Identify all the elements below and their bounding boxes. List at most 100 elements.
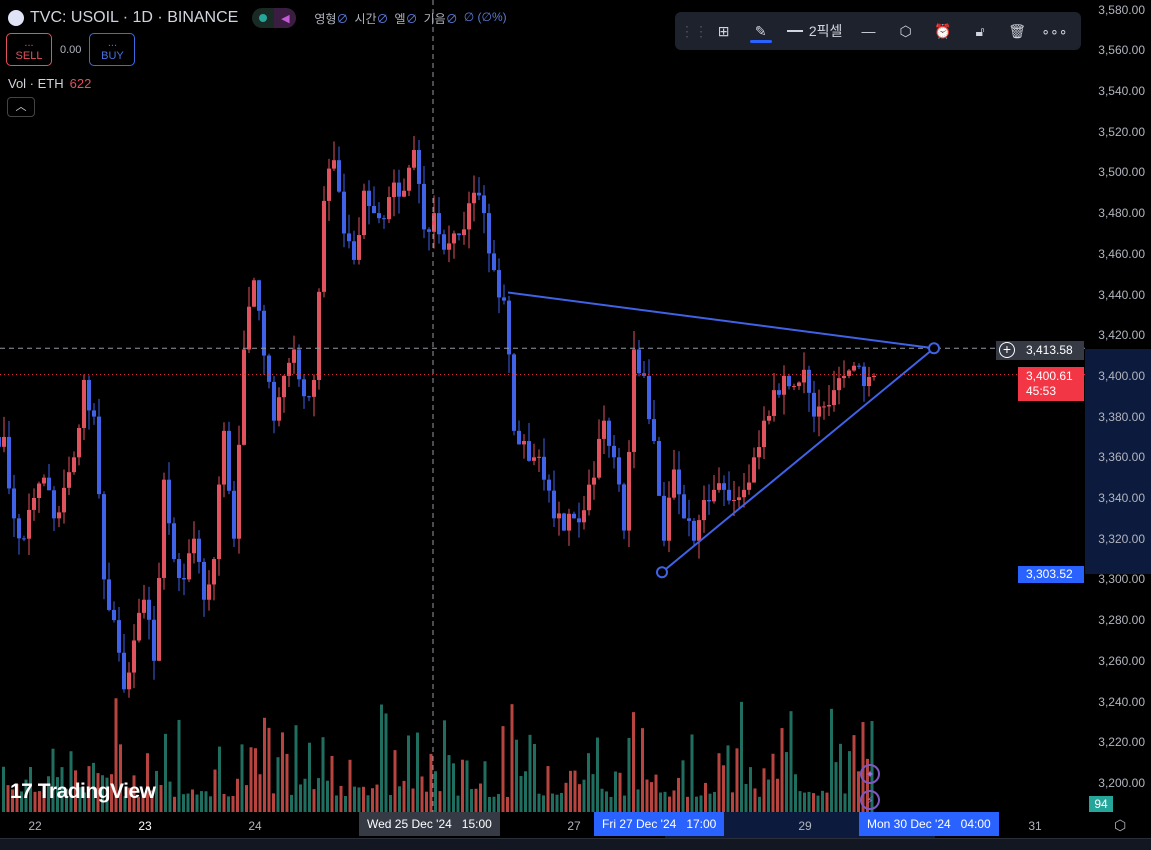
volume-bar	[483, 761, 487, 812]
volume-bar	[762, 768, 766, 812]
volume-bar	[285, 753, 289, 812]
axis-settings-icon[interactable]: ⬡	[1114, 817, 1127, 833]
close-value: ∅	[445, 11, 458, 26]
candle-body	[792, 386, 796, 388]
volume-bar	[677, 777, 680, 812]
candle-body	[7, 436, 11, 489]
price-label: 3,380.00	[1098, 409, 1145, 424]
high-value: ∅	[376, 11, 389, 26]
volume-bar	[33, 791, 37, 812]
time-label: 27	[567, 819, 581, 833]
trash-icon[interactable]: 🗑︎	[1008, 22, 1027, 39]
candle-body	[62, 487, 66, 513]
more-icon[interactable]: ∘∘∘	[1041, 22, 1068, 39]
add-to-layout-icon[interactable]: ⊞	[717, 22, 730, 39]
candle-body	[562, 513, 566, 531]
price-chart[interactable]	[0, 0, 1085, 812]
candle-body	[412, 150, 416, 168]
volume-bar	[191, 789, 194, 812]
volume-bar	[182, 794, 185, 812]
settings-icon[interactable]: ⬡	[899, 22, 912, 39]
candle-body	[612, 445, 616, 458]
candle-body	[22, 538, 26, 540]
candle-body	[357, 235, 361, 260]
candle-body	[217, 484, 221, 560]
low-label: 엘	[394, 11, 406, 26]
line-style-icon[interactable]: —	[861, 23, 876, 39]
lightning-icon[interactable]: ⚡︎	[860, 790, 880, 810]
price-axis[interactable]: 3,580.00 3,560.00 3,540.00 3,520.00 3,500.00…	[1085, 0, 1151, 812]
volume-bar	[245, 785, 248, 812]
volume-bar	[254, 748, 257, 812]
candle-body	[0, 436, 1, 447]
buy-button[interactable]: ... BUY	[89, 33, 136, 66]
time-axis[interactable]: 22 23 24 27 29 31 Wed 25 Dec '24 15:00 F…	[0, 812, 1151, 838]
volume-bar	[74, 770, 77, 812]
volume-bar	[51, 748, 55, 812]
candle-body	[207, 584, 211, 600]
volume-bar	[236, 778, 239, 812]
volume-bar	[798, 791, 802, 812]
volume-bar	[20, 791, 23, 812]
volume-bar	[47, 776, 50, 812]
add-plus-icon[interactable]: +	[999, 342, 1015, 358]
candle-body	[317, 291, 321, 380]
candle-body	[157, 577, 161, 661]
volume-bar	[740, 701, 743, 812]
candle-body	[342, 191, 346, 234]
symbol-title[interactable]: TVC: USOIL · 1D · BINANCE	[30, 9, 239, 26]
candle-body	[227, 430, 231, 491]
volume-bar	[389, 795, 392, 812]
pencil-icon[interactable]: ✎	[742, 12, 779, 50]
collapse-legend-button[interactable]: ︿	[7, 97, 35, 117]
volume-bar	[128, 787, 131, 812]
candle-body	[287, 362, 291, 376]
price-label: 3,260.00	[1098, 653, 1145, 668]
line-width-button[interactable]: 2픽셀	[779, 12, 849, 50]
volume-bar	[132, 775, 136, 812]
lock-open-icon[interactable]: 🔓︎	[975, 22, 985, 39]
alert-add-icon[interactable]: ⏰	[934, 22, 952, 39]
candle-body	[487, 213, 491, 254]
candle-body	[72, 457, 76, 473]
candle-body	[767, 415, 771, 421]
volume-bar	[560, 792, 563, 812]
candle-body	[202, 561, 206, 600]
trendline-anchor-handle	[928, 342, 940, 355]
volume-bar	[24, 779, 28, 812]
last-price-label: 3,400.61 45:53	[1018, 367, 1084, 401]
volume-bar	[668, 796, 671, 812]
volume-badge: 94	[1089, 796, 1113, 812]
candle-body	[252, 280, 256, 307]
candle-body	[542, 456, 546, 480]
candle-body	[127, 672, 131, 690]
volume-bar	[299, 784, 302, 812]
volume-bar	[582, 779, 586, 812]
candle-body	[57, 512, 61, 519]
sparkle-icon[interactable]: ✦	[860, 764, 880, 784]
volume-bar	[119, 744, 122, 812]
volume-bar	[434, 771, 437, 812]
candle-body	[837, 378, 841, 391]
candle-body	[322, 200, 326, 292]
symbol-logo-icon	[8, 10, 24, 26]
time-label: 24	[248, 819, 262, 833]
candle-body	[557, 513, 561, 519]
candle-body	[622, 484, 626, 531]
candle-body	[807, 369, 811, 393]
status-pill[interactable]: ◀	[252, 8, 297, 28]
volume-bar	[371, 788, 374, 812]
candle-body	[517, 430, 521, 445]
volume-bar	[807, 791, 811, 812]
candle-body	[347, 233, 351, 242]
time-label: 29	[798, 819, 812, 833]
candle-body	[27, 509, 31, 539]
candle-body	[262, 310, 266, 356]
candle-body	[12, 488, 16, 519]
drag-handle-icon[interactable]: ⋮⋮	[680, 22, 708, 39]
candle-body	[142, 599, 146, 613]
volume-bar	[659, 792, 662, 812]
volume-bar	[443, 720, 446, 812]
sell-button[interactable]: ... SELL	[6, 33, 52, 66]
candle-body	[382, 218, 386, 220]
